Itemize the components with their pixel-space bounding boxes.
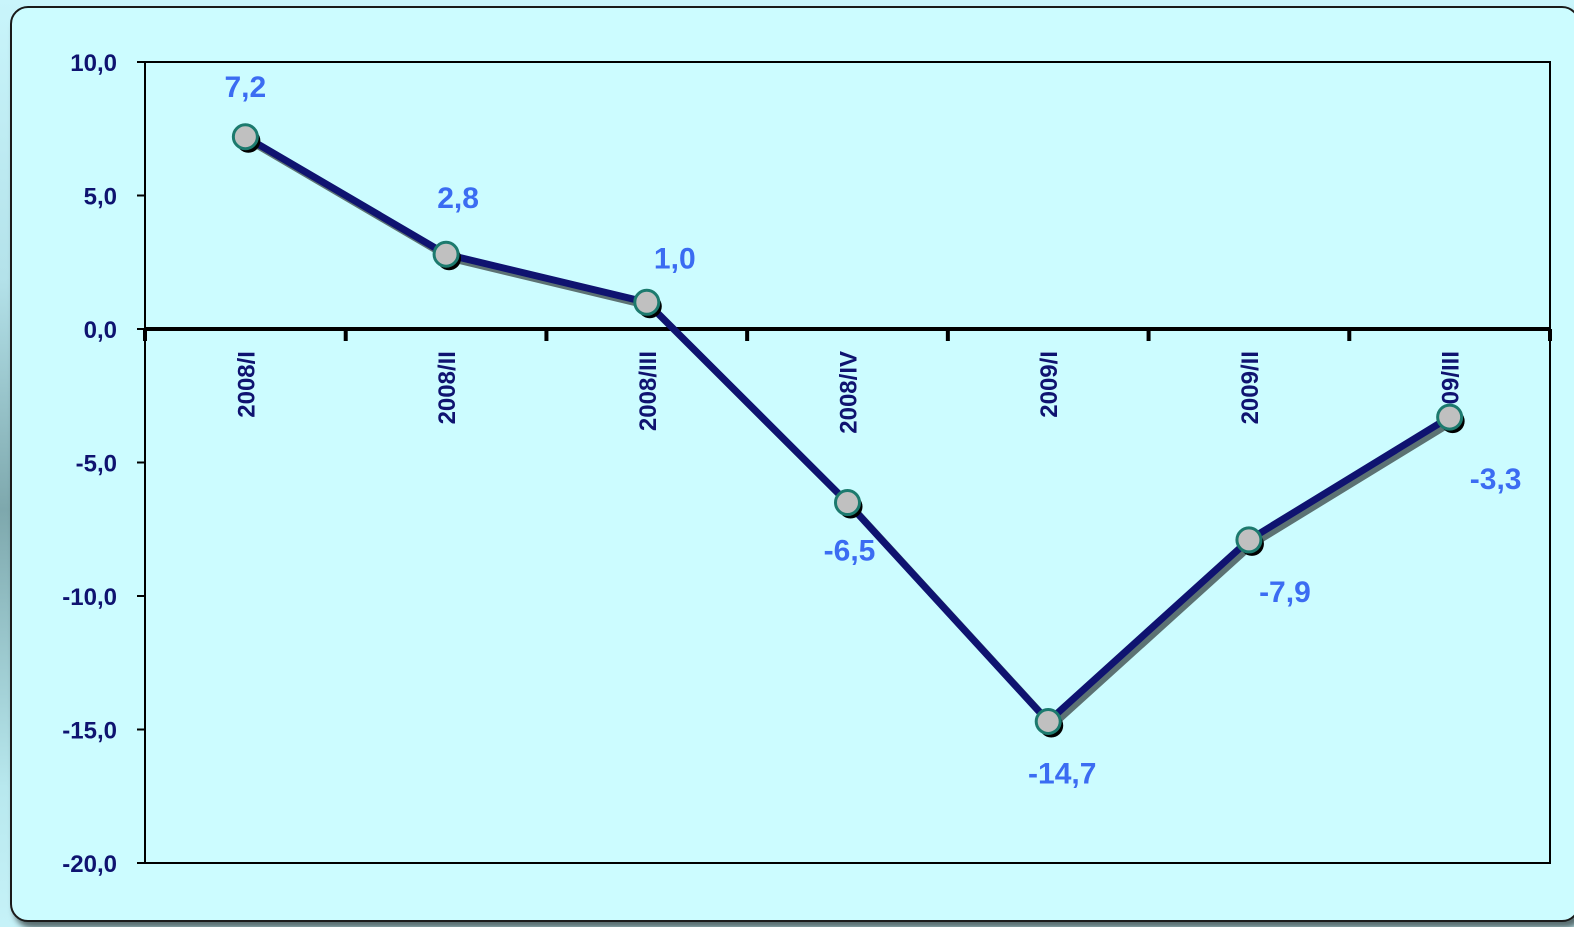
x-tick-label: 2008/II xyxy=(434,351,461,424)
data-label: -14,7 xyxy=(1028,757,1096,790)
x-tick-label: 2008/III xyxy=(635,351,662,431)
data-label: 1,0 xyxy=(654,242,696,275)
y-tick-label: -20,0 xyxy=(62,851,117,878)
data-point xyxy=(432,240,460,268)
x-tick-label: 2008/IV xyxy=(836,351,863,434)
chart-frame: 10,0 5,0 0,0 -5,0 -10,0 -15,0 -20,0 2008/I 2008/… xyxy=(10,6,1574,922)
data-label: 2,8 xyxy=(437,182,479,215)
y-tick-label: -5,0 xyxy=(76,451,117,478)
data-point xyxy=(231,123,259,151)
x-tick-label: 2009/I xyxy=(1036,351,1063,418)
data-label: -3,3 xyxy=(1470,463,1522,496)
y-tick-label: -15,0 xyxy=(62,718,117,745)
data-point xyxy=(1436,403,1464,431)
data-point xyxy=(834,489,861,517)
line-chart: 10,0 5,0 0,0 -5,0 -10,0 -15,0 -20,0 2008/I 2008/… xyxy=(62,50,1552,878)
data-point xyxy=(1235,526,1263,554)
data-label: -6,5 xyxy=(824,535,876,568)
data-label: -7,9 xyxy=(1259,576,1311,609)
y-tick-label: -10,0 xyxy=(62,584,117,611)
data-point xyxy=(633,288,661,316)
data-point xyxy=(1034,707,1062,735)
plot-area xyxy=(144,61,1551,864)
y-tick-label: 10,0 xyxy=(70,50,117,77)
y-tick-label: 0,0 xyxy=(84,317,117,344)
data-label: 7,2 xyxy=(224,71,266,104)
x-tick-label: 2009/II xyxy=(1237,351,1264,424)
x-tick-label: 2008/I xyxy=(233,351,260,418)
y-tick-label: 5,0 xyxy=(84,184,117,211)
